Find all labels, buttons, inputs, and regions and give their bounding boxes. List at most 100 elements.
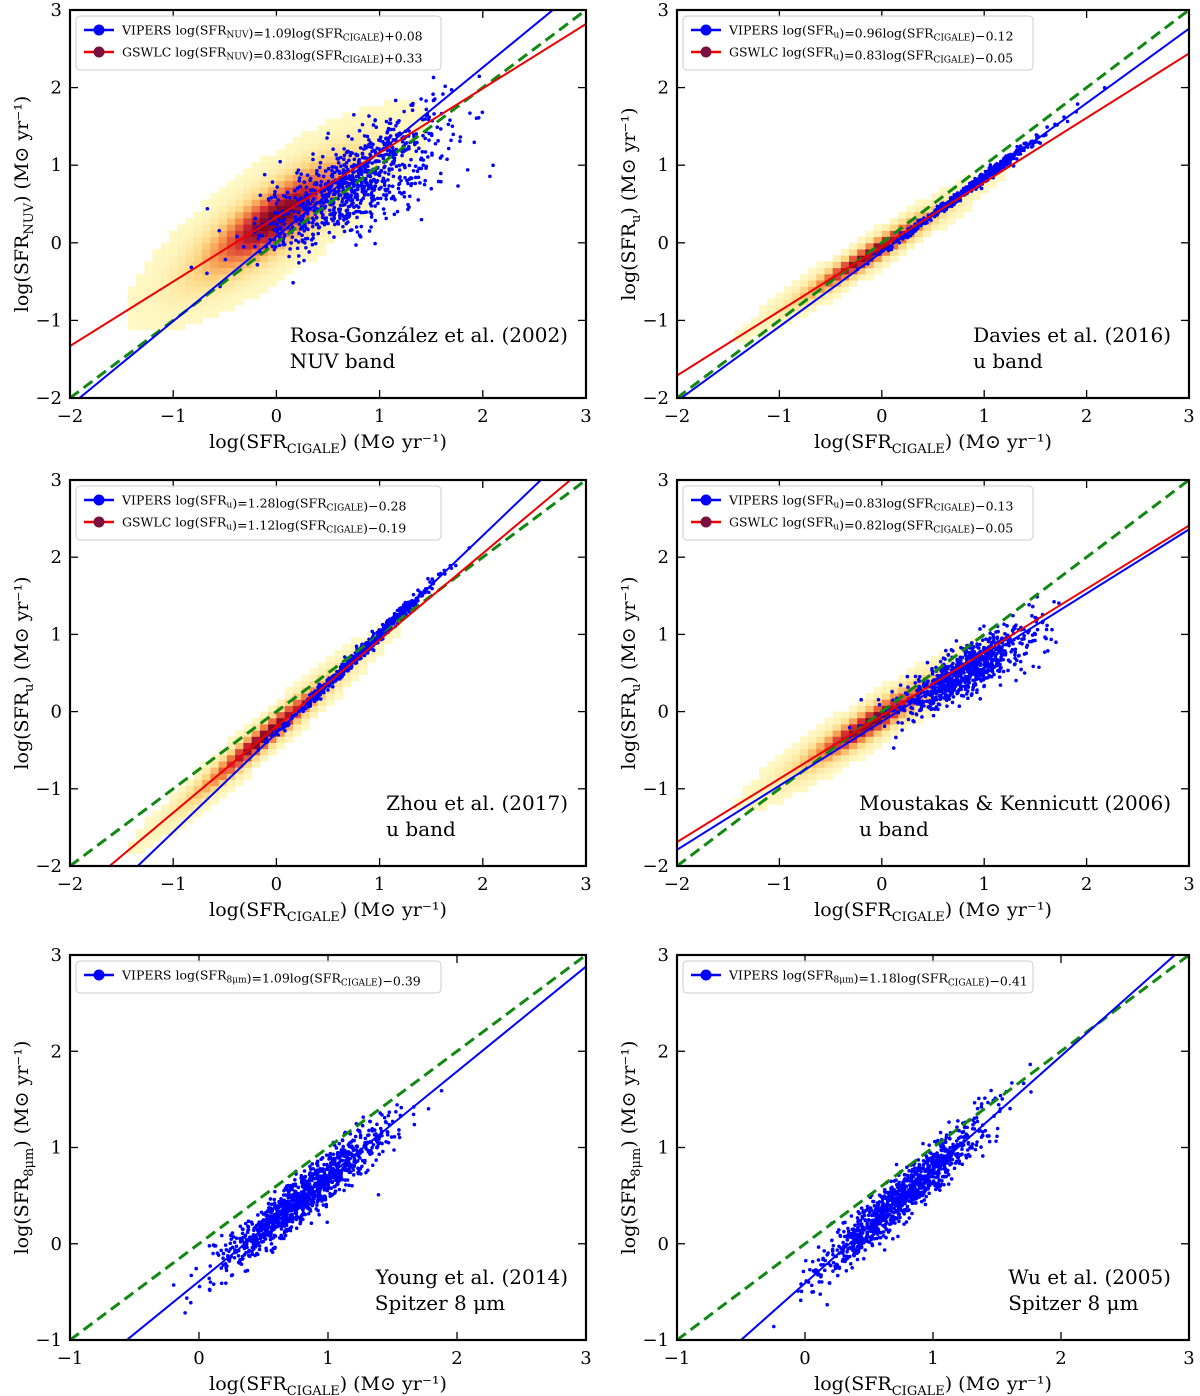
density-cell <box>767 785 776 793</box>
vipers-point <box>1035 627 1040 632</box>
density-cell <box>367 149 376 157</box>
density-cell <box>309 199 319 207</box>
density-cell <box>375 143 385 151</box>
density-cell <box>824 292 834 300</box>
vipers-point <box>271 221 276 226</box>
density-cell <box>317 224 327 231</box>
density-cell <box>808 267 817 275</box>
vipers-point <box>970 654 974 658</box>
density-cell <box>152 286 162 293</box>
vipers-point <box>411 592 416 597</box>
density-cell <box>849 723 858 731</box>
vipers-point <box>415 169 420 174</box>
vipers-point <box>243 1221 248 1226</box>
density-cell <box>193 255 203 262</box>
vipers-point <box>256 236 261 241</box>
vipers-point <box>908 710 913 715</box>
vipers-point <box>975 645 980 649</box>
vipers-point <box>990 669 994 673</box>
density-cell <box>857 267 866 275</box>
density-cell <box>251 224 261 231</box>
density-cell <box>235 773 244 781</box>
vipers-point <box>424 166 428 170</box>
density-cell <box>914 230 924 238</box>
density-cell <box>136 835 145 842</box>
density-cell <box>243 211 253 219</box>
vipers-point <box>356 174 361 178</box>
density-cell <box>325 149 335 157</box>
density-cell <box>152 267 162 275</box>
density-cell <box>268 280 277 287</box>
vipers-point <box>365 168 370 173</box>
density-cell <box>243 217 253 225</box>
vipers-point <box>346 220 350 224</box>
vipers-point <box>386 1113 391 1118</box>
density-cell <box>840 711 850 719</box>
vipers-point <box>929 218 933 223</box>
density-cell <box>791 773 801 781</box>
density-cell <box>400 124 409 132</box>
vipers-point <box>374 180 378 185</box>
density-cell <box>824 717 834 725</box>
density-cell <box>791 298 801 306</box>
vipers-point <box>378 135 383 140</box>
vipers-point <box>984 637 988 641</box>
density-cell <box>193 292 203 300</box>
vipers-point <box>963 687 968 692</box>
density-cell <box>169 236 178 244</box>
vipers-point <box>287 254 291 259</box>
density-cell <box>251 280 261 287</box>
vipers-point <box>286 211 290 216</box>
density-cell <box>840 748 850 756</box>
density-cell <box>350 637 360 645</box>
density-cell <box>325 686 335 694</box>
density-cell <box>955 649 965 657</box>
vipers-point <box>398 175 402 179</box>
density-cell <box>259 754 269 762</box>
density-cell <box>127 298 137 306</box>
vipers-point <box>252 221 257 226</box>
vipers-point <box>276 198 280 202</box>
density-cell <box>226 230 236 238</box>
density-cell <box>301 174 310 182</box>
density-cell <box>816 280 825 287</box>
density-cell <box>202 785 211 793</box>
vipers-point <box>946 681 950 686</box>
vipers-point <box>188 1300 193 1305</box>
plot-area-p5 <box>70 955 586 1340</box>
density-cell <box>136 304 145 312</box>
density-cell <box>202 298 211 306</box>
density-cell <box>383 112 393 120</box>
density-cell <box>235 193 244 200</box>
density-cell <box>243 205 253 213</box>
vipers-point <box>1024 651 1029 656</box>
density-cell <box>259 211 269 219</box>
density-cell <box>400 155 409 163</box>
vipers-point <box>938 659 943 664</box>
density-cell <box>824 261 834 269</box>
density-cell <box>152 298 162 306</box>
plot-area-p3 <box>70 480 586 866</box>
density-cell <box>144 304 154 312</box>
vipers-point <box>938 205 942 209</box>
density-cell <box>416 137 426 144</box>
density-cell <box>750 785 760 793</box>
y-tick-label: 3 <box>51 0 62 21</box>
vipers-point <box>965 654 969 659</box>
density-cell <box>152 249 162 256</box>
vipers-point <box>321 174 326 179</box>
density-cell <box>832 292 842 300</box>
vipers-point <box>427 138 431 142</box>
vipers-point <box>426 155 430 159</box>
density-cell <box>358 118 368 126</box>
density-cell <box>881 242 891 250</box>
density-cell <box>816 773 825 781</box>
vipers-point <box>456 184 460 188</box>
vipers-point <box>966 650 971 655</box>
density-cell <box>334 143 343 151</box>
vipers-point <box>382 183 387 188</box>
density-cell <box>840 273 850 281</box>
density-cell <box>416 143 426 151</box>
legend-marker <box>93 494 105 506</box>
density-cell <box>218 217 228 225</box>
